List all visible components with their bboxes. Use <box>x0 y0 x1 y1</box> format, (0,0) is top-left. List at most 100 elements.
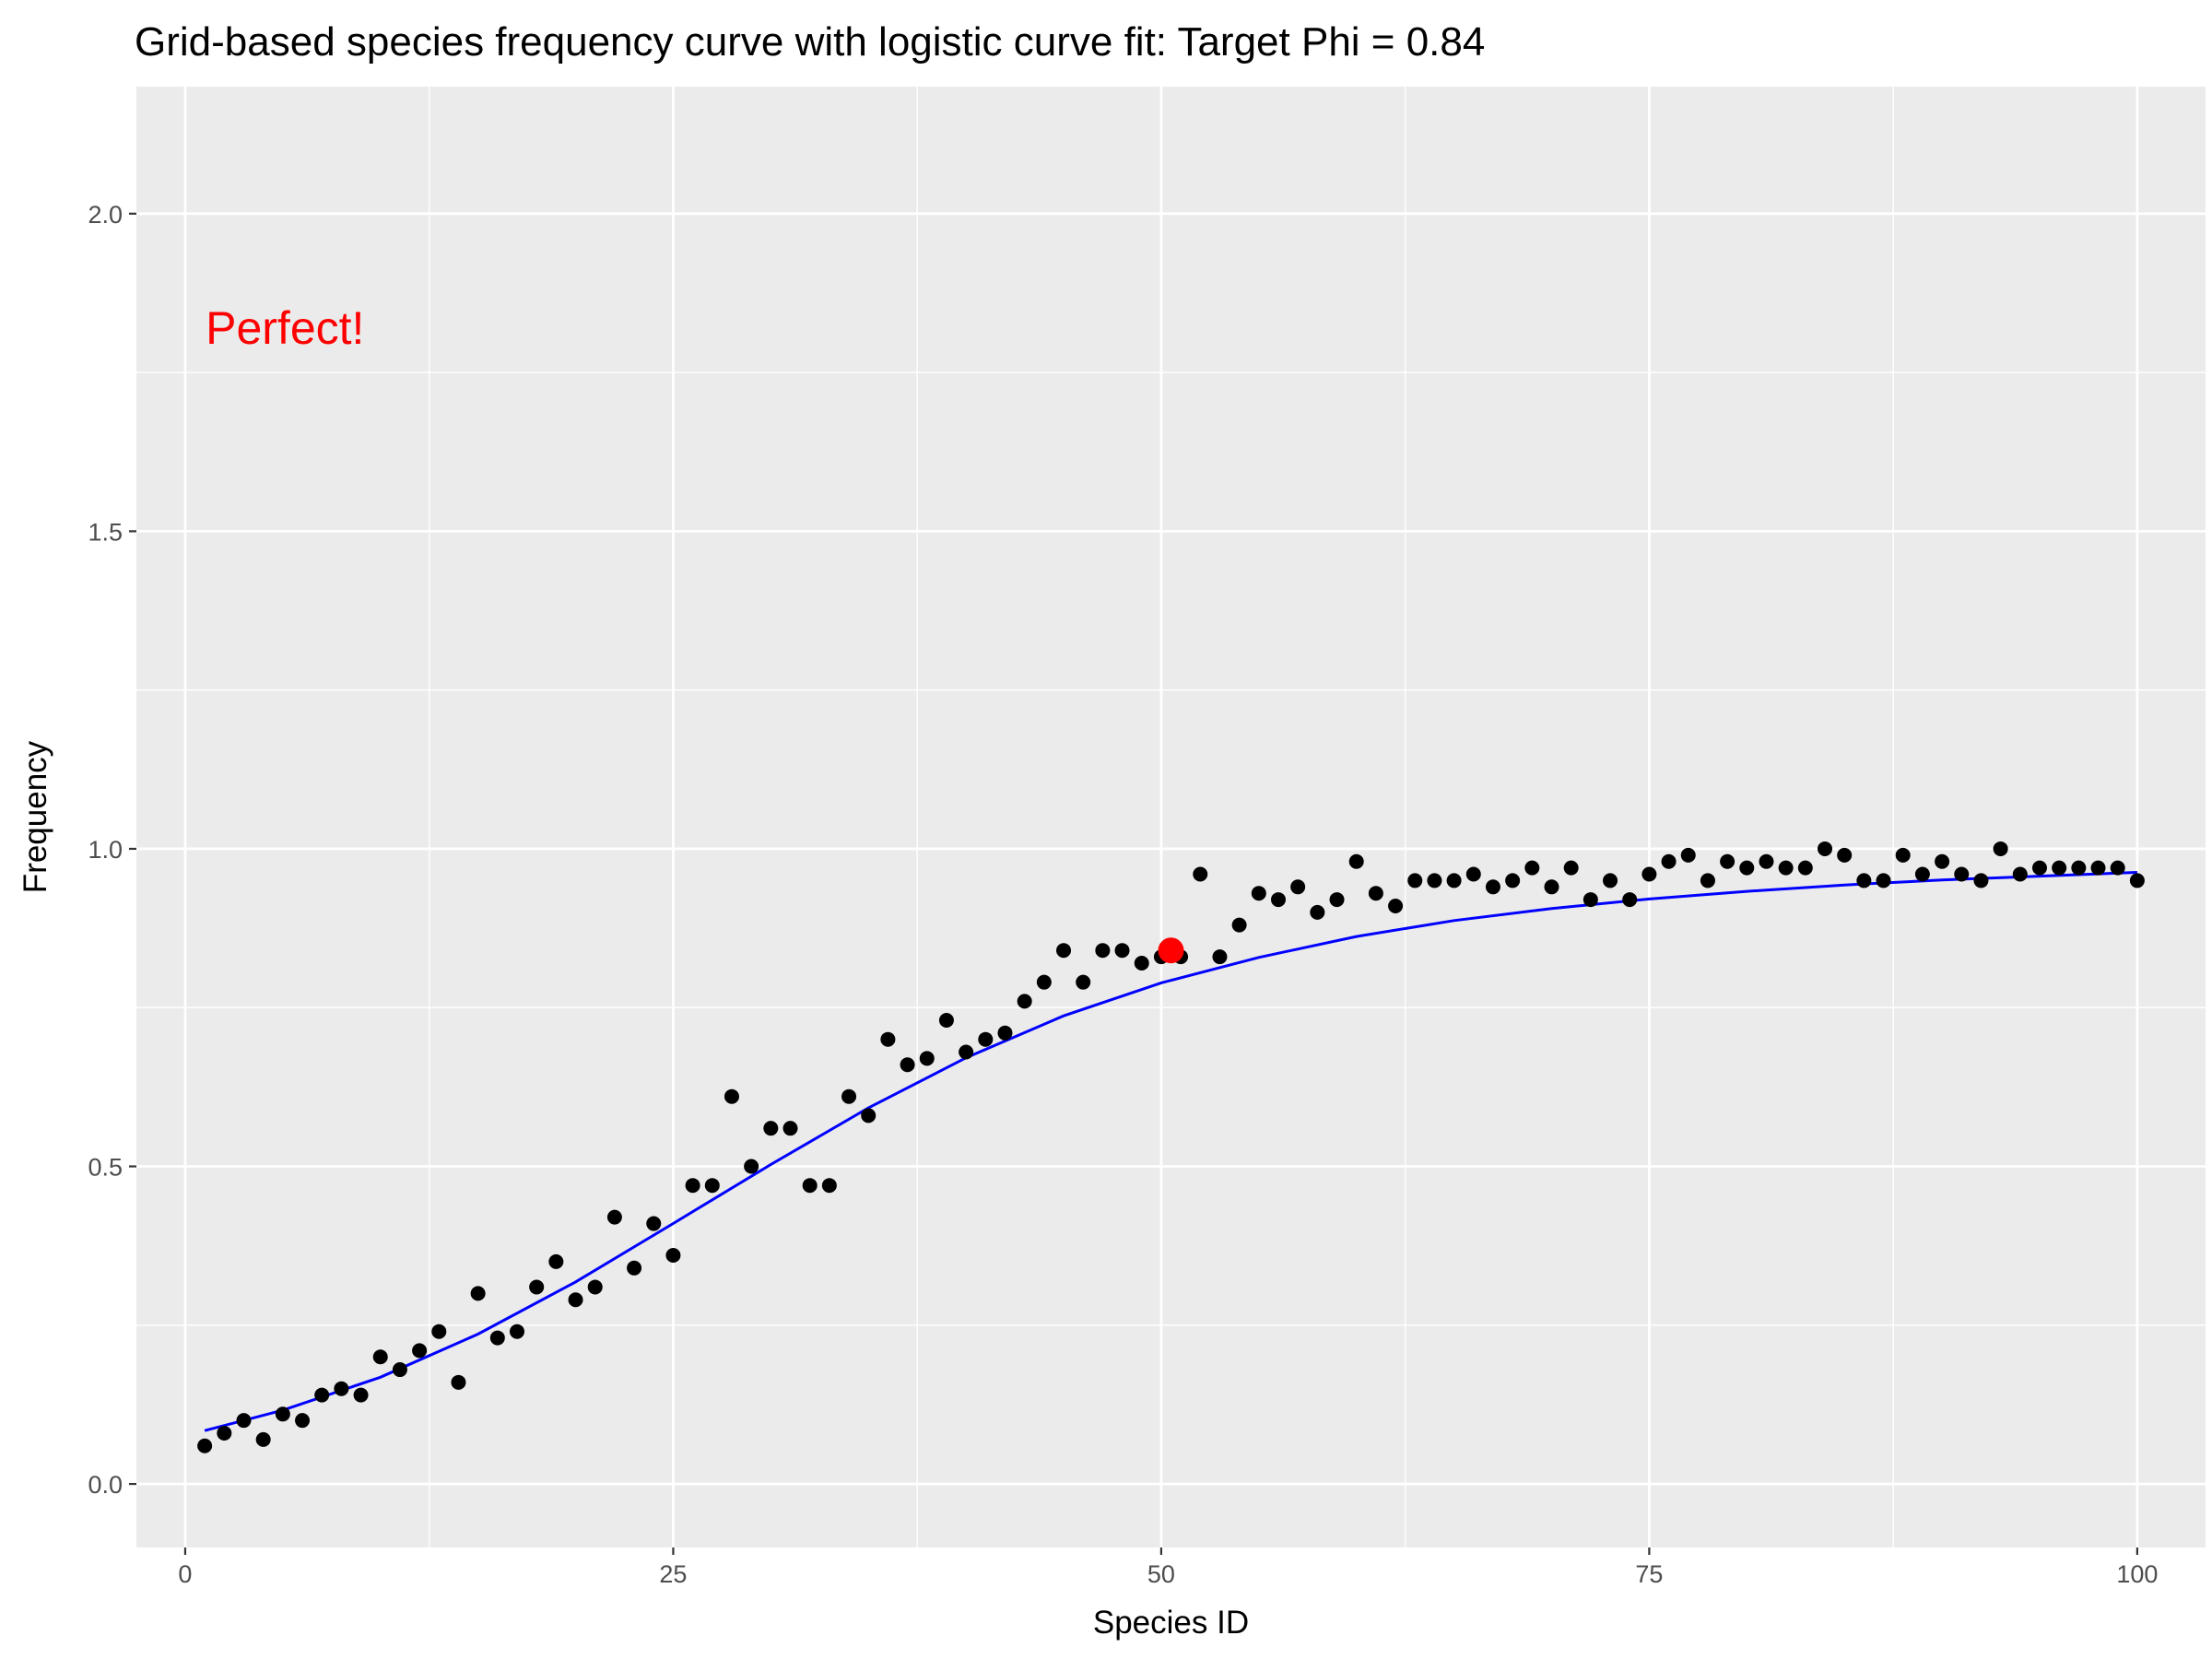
data-point <box>1661 853 1677 869</box>
data-point <box>1818 841 1833 856</box>
data-points-layer <box>197 841 2145 1453</box>
plot-panel <box>136 87 2206 1547</box>
data-point <box>2090 860 2106 876</box>
data-point <box>1895 847 1911 863</box>
data-point <box>1427 873 1442 888</box>
data-point <box>1290 879 1306 895</box>
data-point <box>197 1438 213 1453</box>
data-point <box>1348 853 1364 869</box>
data-point <box>1759 853 1774 869</box>
data-point <box>627 1260 642 1276</box>
y-tick-label: 0.0 <box>88 1471 123 1499</box>
data-point <box>1231 917 1247 933</box>
data-point <box>1114 943 1130 959</box>
data-point <box>568 1292 583 1308</box>
x-tick-label: 50 <box>1147 1560 1175 1588</box>
data-point <box>1251 886 1266 901</box>
data-point <box>2031 860 2047 876</box>
data-point <box>1485 879 1500 895</box>
data-point <box>1837 847 1853 863</box>
data-point <box>431 1324 447 1339</box>
data-point <box>704 1178 720 1194</box>
data-point <box>2110 860 2125 876</box>
data-point <box>1797 860 1813 876</box>
data-point <box>1680 847 1696 863</box>
data-point <box>606 1209 622 1225</box>
x-tick-label: 75 <box>1635 1560 1663 1588</box>
data-point <box>978 1031 994 1047</box>
data-point <box>1973 873 1989 888</box>
y-tick-label: 2.0 <box>88 201 123 229</box>
fit-curve-layer <box>204 871 2137 1432</box>
data-point <box>275 1406 290 1422</box>
data-point <box>489 1330 505 1346</box>
data-point <box>2129 873 2145 888</box>
data-point <box>314 1387 330 1403</box>
data-point <box>1134 956 1149 971</box>
data-point <box>724 1088 739 1104</box>
data-point <box>1095 943 1111 959</box>
data-point <box>841 1088 857 1104</box>
data-point <box>919 1051 935 1066</box>
data-point <box>1524 860 1540 876</box>
data-point <box>1954 866 1970 882</box>
data-point <box>1935 853 1950 869</box>
data-point <box>451 1374 466 1390</box>
y-tick-label: 0.5 <box>88 1154 123 1182</box>
data-point <box>1856 873 1872 888</box>
data-point <box>334 1381 349 1396</box>
data-point <box>1603 873 1618 888</box>
data-point <box>1407 873 1423 888</box>
data-point <box>1622 892 1638 908</box>
data-point <box>353 1387 369 1403</box>
data-point <box>744 1159 759 1174</box>
data-point <box>900 1057 915 1073</box>
data-point <box>1544 879 1559 895</box>
data-point <box>2052 860 2067 876</box>
data-point <box>1368 886 1383 901</box>
data-point <box>1505 873 1521 888</box>
data-point <box>665 1248 681 1263</box>
data-point <box>372 1349 388 1365</box>
data-point <box>295 1413 311 1429</box>
data-point <box>1583 892 1598 908</box>
data-point <box>959 1044 974 1060</box>
data-point <box>470 1286 486 1301</box>
data-point <box>1017 994 1032 1009</box>
data-point <box>1056 943 1072 959</box>
x-tick-label: 25 <box>659 1560 687 1588</box>
data-point <box>1076 974 1091 990</box>
data-point <box>1193 866 1208 882</box>
data-point <box>1465 866 1481 882</box>
data-point <box>587 1279 603 1295</box>
data-point <box>412 1343 428 1359</box>
data-point <box>548 1253 564 1269</box>
data-point <box>997 1025 1013 1041</box>
data-point <box>1388 898 1404 913</box>
target-phi-point <box>1158 937 1184 964</box>
data-point <box>217 1425 232 1441</box>
data-point <box>1036 974 1052 990</box>
data-point <box>1446 873 1462 888</box>
data-point <box>236 1413 252 1429</box>
data-point <box>880 1031 896 1047</box>
data-point <box>938 1013 954 1029</box>
data-point <box>685 1178 700 1194</box>
data-point <box>1270 892 1286 908</box>
y-axis-title: Frequency <box>18 740 53 893</box>
data-point <box>509 1324 524 1339</box>
data-point <box>1739 860 1755 876</box>
data-point <box>821 1178 837 1194</box>
chart-title: Grid-based species frequency curve with … <box>135 19 1485 65</box>
x-tick-label: 100 <box>2116 1560 2158 1588</box>
target-point-layer <box>1158 937 1184 964</box>
x-tick-label: 0 <box>178 1560 192 1588</box>
axes: 0 25 50 75 100 0.0 0.5 1.0 1.5 2.0 <box>88 201 2158 1588</box>
y-tick-label: 1.5 <box>88 518 123 546</box>
data-point <box>646 1216 662 1231</box>
data-point <box>1329 892 1345 908</box>
data-point <box>1641 866 1657 882</box>
data-point <box>1914 866 1930 882</box>
logistic-fit-line <box>204 871 2137 1432</box>
